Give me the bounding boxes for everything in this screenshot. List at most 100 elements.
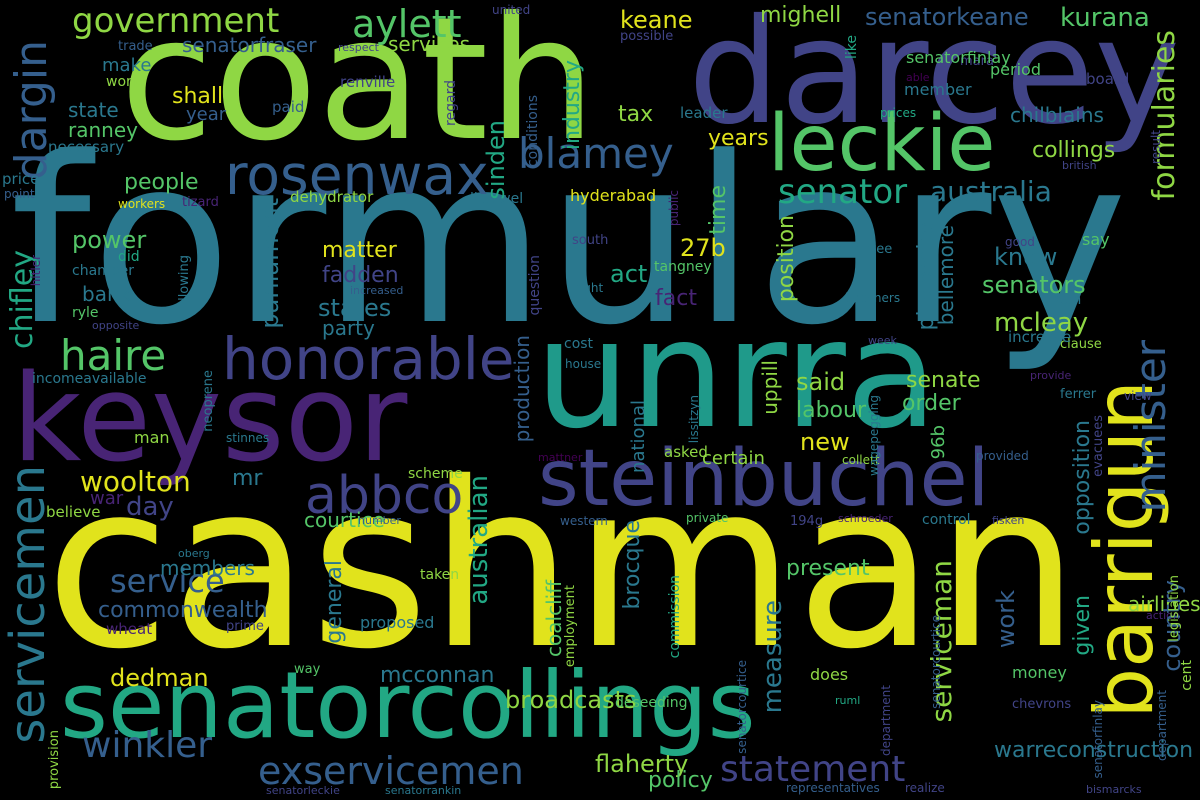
word-fadden: fadden — [322, 263, 399, 288]
word-27b: 27b — [680, 234, 726, 262]
word-years: years — [708, 126, 769, 151]
word-proposed: believe — [46, 503, 101, 521]
word-serviceman: given — [1070, 595, 1095, 656]
word-states: states — [318, 294, 392, 322]
word-senatorrankin: senatorrankin — [385, 784, 462, 797]
word-provision: provision — [47, 730, 62, 790]
word-incomeavailable: incomeavailable — [32, 371, 147, 387]
word-general: coalcliff — [542, 580, 566, 657]
word-listowel: listowel — [470, 191, 524, 207]
word-evacuees: commission — [667, 575, 683, 659]
word-servicemen: servicemen — [0, 465, 56, 744]
word-paid: paid — [272, 98, 305, 116]
word-renville: renville — [340, 73, 396, 91]
word-senatorcollings: senatorcollings — [60, 652, 756, 759]
word-dehydrator: dehydrator — [290, 188, 374, 206]
word-able: able — [906, 71, 930, 84]
word-power: power — [72, 226, 147, 254]
word-period: period — [990, 60, 1041, 79]
word-darcey: darcey — [688, 0, 1181, 157]
word-question: employment — [563, 585, 578, 668]
word-people: people — [124, 170, 199, 195]
word-brocque: work — [992, 590, 1020, 649]
word-united: possible — [620, 29, 674, 44]
word-know: know — [994, 243, 1058, 271]
word-right: right — [575, 281, 604, 295]
word-courtice: members — [160, 556, 255, 580]
word-services: services — [388, 32, 471, 56]
word-bank: bank — [82, 282, 132, 306]
word-honorable: honorable — [222, 325, 515, 393]
word-western: western — [560, 514, 608, 528]
word-leckie: leckie — [768, 99, 996, 189]
word-opposite: opposite — [92, 319, 140, 332]
word-party: party — [322, 316, 375, 340]
word-leader: leader — [680, 104, 728, 122]
word-clause: increase — [1008, 328, 1072, 346]
word-said: said — [796, 368, 846, 396]
word-senators: senators — [982, 271, 1086, 299]
word-uppill: uppill — [758, 360, 782, 415]
word-woolton: day — [126, 492, 174, 522]
word-mattner: mattner — [538, 451, 583, 464]
word-say: say — [1082, 230, 1110, 249]
word-man: asked — [664, 443, 708, 461]
word-tangney: tangney — [654, 259, 712, 275]
word-mighell: mighell — [760, 3, 842, 28]
word-action: action — [1146, 609, 1180, 622]
word-oberg: oberg — [178, 547, 210, 560]
word-formularies: formularies — [1147, 30, 1182, 201]
word-regard: conditions — [525, 95, 541, 168]
word-exservicemen: exservicemen — [258, 749, 524, 793]
word-chevrons: chevrons — [1012, 697, 1072, 712]
word-ferrer: ferrer — [1060, 387, 1097, 402]
word-sinden: sinden — [482, 120, 510, 200]
word-following: hitler — [29, 255, 43, 287]
word-member: member — [904, 80, 972, 99]
word-respect: united — [492, 3, 531, 17]
word-haire: haire — [60, 331, 167, 380]
word-tax: tax — [618, 102, 654, 127]
word-fact: fact — [655, 286, 697, 311]
word-house: house — [565, 357, 602, 371]
word-senatorcourtice: senatorcourtice — [929, 615, 943, 709]
word-does: cent — [1179, 660, 1195, 691]
word-members: general — [322, 560, 347, 644]
word-pay: senatorfinlay — [906, 48, 1011, 67]
word-present: warreconstruction — [994, 738, 1194, 763]
word-abbco: abbco — [305, 466, 464, 526]
word-chilblains: chilblains — [1010, 103, 1104, 127]
word-keysor: keysor — [12, 350, 408, 489]
word-statement: wheat — [106, 620, 153, 638]
word-did: did — [118, 249, 140, 265]
word-collings: collings — [1032, 138, 1116, 163]
word-policy: proposed — [360, 613, 435, 632]
word-unrra: unrra — [535, 288, 938, 462]
word-flaherty: statement — [720, 749, 906, 790]
word-world: world — [106, 74, 145, 90]
word-public: following — [177, 255, 192, 314]
word-parliament: parliament — [256, 198, 284, 329]
word-mara: mara — [960, 54, 994, 69]
word-broadcasts: measure — [758, 600, 788, 714]
word-work: present — [786, 556, 870, 581]
word-prices: prices — [880, 106, 917, 120]
word-make: make — [102, 55, 152, 76]
word-194g: 194g — [790, 514, 824, 529]
word-scheme: scheme — [408, 466, 463, 482]
word-production: production — [510, 335, 534, 443]
word-service: commonwealth — [98, 598, 268, 623]
word-government: government — [72, 1, 280, 41]
word-mcconnan: broadcasts — [505, 686, 637, 714]
word-senatorleckie: senatorleckie — [266, 784, 340, 797]
word-keane: keane — [620, 6, 693, 34]
word-year: year — [186, 104, 227, 125]
word-schroeder: schroeder — [838, 512, 893, 525]
word-wagepegging: question — [527, 255, 543, 316]
word-price: price — [2, 170, 40, 188]
word-hyderabad: hyderabad — [570, 186, 657, 205]
word-tizard: tizard — [182, 195, 219, 210]
word-senatorfraser: senatorfraser — [182, 33, 317, 57]
word-increase: week — [868, 334, 897, 347]
word-mcleay: mcleay — [994, 308, 1089, 338]
